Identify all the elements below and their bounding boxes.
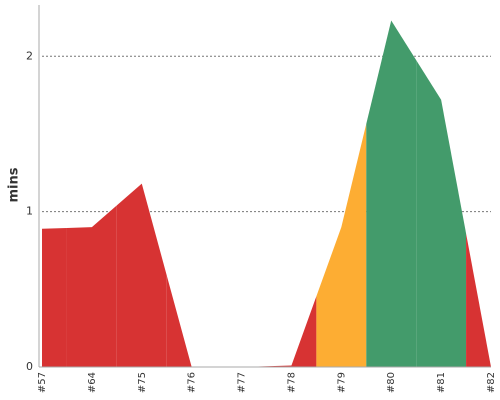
x-tick-label: #76 bbox=[187, 372, 198, 393]
y-axis-label: mins bbox=[7, 167, 22, 202]
area-segment bbox=[116, 183, 167, 367]
x-tick-label: #78 bbox=[286, 372, 297, 393]
x-tick-label: #82 bbox=[486, 372, 497, 393]
area-segment bbox=[416, 60, 467, 367]
area-segment bbox=[316, 123, 367, 367]
x-tick-label: #80 bbox=[386, 372, 397, 393]
area-segment bbox=[366, 20, 417, 368]
y-tick-label: 1 bbox=[26, 205, 33, 218]
x-tick-label: #64 bbox=[87, 372, 98, 393]
x-tick-label: #77 bbox=[237, 372, 248, 393]
x-tick-label: #57 bbox=[37, 372, 48, 393]
area-segment bbox=[166, 275, 217, 367]
area-segment bbox=[266, 296, 317, 367]
area-segment bbox=[42, 227, 67, 367]
area-segment bbox=[466, 233, 491, 367]
area-segment bbox=[66, 205, 117, 367]
y-tick-label: 0 bbox=[26, 360, 33, 373]
x-tick-label: #79 bbox=[336, 372, 347, 393]
y-tick-label: 2 bbox=[26, 49, 33, 62]
x-tick-label: #81 bbox=[436, 372, 447, 393]
x-tick-label: #75 bbox=[137, 372, 148, 393]
